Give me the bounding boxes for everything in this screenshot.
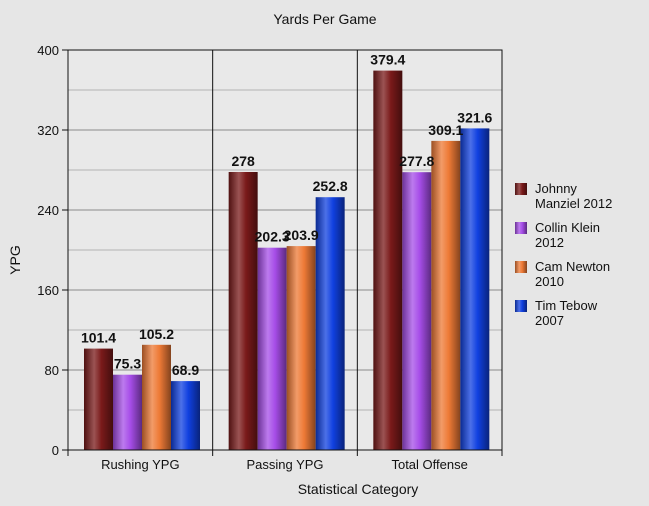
legend-swatch (515, 300, 527, 312)
bar-0-2 (373, 70, 403, 450)
data-label: 252.8 (313, 178, 348, 194)
data-label: 278 (231, 153, 255, 169)
legend-label: 2010 (535, 274, 564, 289)
data-label: 203.9 (284, 227, 319, 243)
plot-border (67, 49, 503, 451)
plot-frame (67, 49, 503, 451)
data-label: 101.4 (81, 330, 116, 346)
data-label: 309.1 (428, 122, 463, 138)
y-ticks: 0 80 160 240 320 400 (37, 43, 68, 458)
y-tick-label: 320 (37, 123, 59, 138)
data-label: 75.3 (114, 356, 141, 372)
legend-swatch (515, 222, 527, 234)
x-axis-label: Statistical Category (298, 481, 419, 497)
data-label: 379.4 (370, 52, 405, 68)
y-axis-label: YPG (7, 245, 23, 275)
data-label: 105.2 (139, 326, 174, 342)
y-tick-label: 160 (37, 283, 59, 298)
legend-label: Cam Newton (535, 259, 610, 274)
bar-2-2 (431, 140, 461, 450)
legend-label: 2007 (535, 313, 564, 328)
y-tick-label: 240 (37, 203, 59, 218)
legend-label: Collin Klein (535, 220, 600, 235)
bar-0-1 (228, 172, 258, 450)
x-category-label: Total Offense (391, 457, 467, 472)
data-label: 202.3 (255, 229, 290, 245)
bar-1-1 (257, 247, 287, 450)
bar-2-0 (142, 344, 171, 450)
y-tick-label: 80 (45, 363, 59, 378)
data-label: 321.6 (457, 109, 492, 125)
y-tick-label: 0 (52, 443, 59, 458)
legend-swatch (515, 261, 527, 273)
bar-2-1 (286, 246, 316, 450)
y-tick-label: 400 (37, 43, 59, 58)
legend-swatch (515, 183, 527, 195)
bar-1-0 (113, 374, 142, 450)
chart-title: Yards Per Game (273, 11, 376, 27)
legend-label: Johnny (535, 181, 577, 196)
bar-3-1 (315, 197, 345, 450)
data-label: 277.8 (399, 153, 434, 169)
bar-1-2 (402, 172, 432, 450)
legend-label: Tim Tebow (535, 298, 598, 313)
bar-0-0 (84, 348, 113, 450)
legend-label: 2012 (535, 235, 564, 250)
x-category-label: Rushing YPG (101, 457, 180, 472)
data-label: 68.9 (172, 362, 199, 378)
bar-3-2 (460, 128, 490, 450)
bar-3-0 (171, 381, 200, 450)
x-category-label: Passing YPG (246, 457, 323, 472)
bars (84, 70, 490, 450)
x-categories: Rushing YPG Passing YPG Total Offense (67, 450, 503, 472)
legend-label: Manziel 2012 (535, 196, 612, 211)
